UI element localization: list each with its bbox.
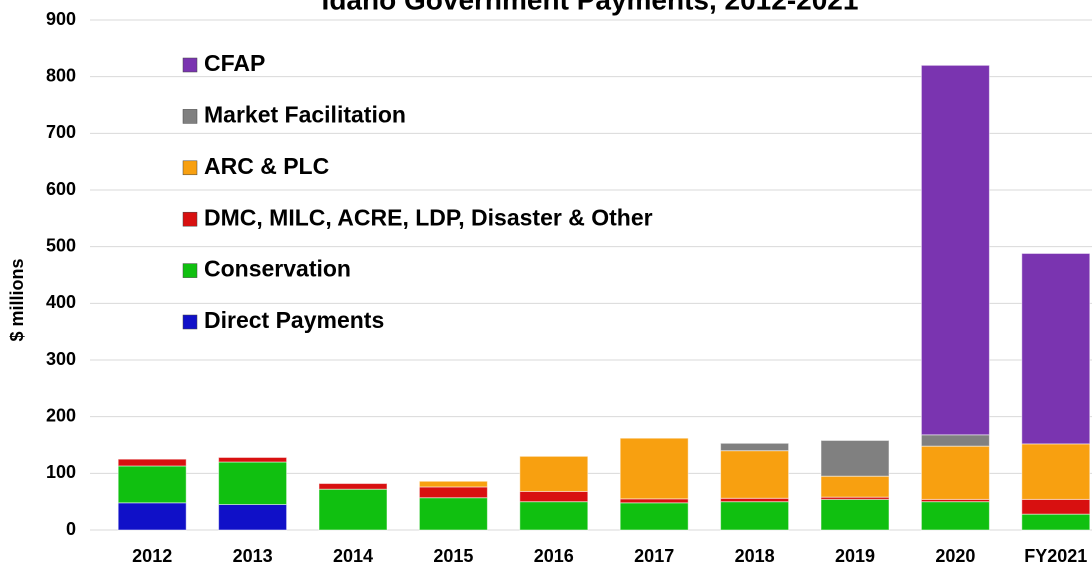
legend-swatch	[182, 263, 198, 278]
y-tick-label: 200	[46, 405, 76, 425]
bar-segment	[117, 458, 187, 467]
y-tick-label: 400	[46, 292, 76, 312]
bar-segment	[418, 497, 488, 531]
bar-segment	[619, 498, 689, 504]
x-tick-label: 2019	[835, 546, 875, 566]
bar-segment	[218, 504, 288, 531]
bar-segment	[519, 455, 589, 492]
y-tick-label: 700	[46, 122, 76, 142]
legend-label: ARC & PLC	[204, 153, 329, 179]
y-tick-label: 600	[46, 179, 76, 199]
x-tick-label: 2014	[333, 546, 373, 566]
x-tick-label: 2016	[534, 546, 574, 566]
x-tick-label: 2018	[735, 546, 775, 566]
bar-segment	[117, 465, 187, 504]
bar-segment	[920, 501, 990, 531]
bar-segment	[318, 483, 388, 490]
bar-segment	[519, 501, 589, 531]
bar-segment	[920, 445, 990, 500]
y-tick-label: 100	[46, 462, 76, 482]
bar-segment	[920, 64, 990, 436]
bar-segment	[619, 502, 689, 531]
bar-segment	[619, 437, 689, 500]
legend-swatch	[182, 314, 198, 330]
legend-label: Market Facilitation	[204, 101, 406, 127]
bar-segment	[418, 480, 488, 488]
bar-segment	[920, 434, 990, 447]
bar-segment	[820, 498, 890, 531]
bar-segment	[1021, 498, 1091, 515]
x-tick-label: 2015	[433, 546, 473, 566]
bar-segment	[1021, 443, 1091, 500]
y-tick-label: 800	[46, 65, 76, 85]
legend-swatch	[182, 160, 198, 176]
bar-segment	[1021, 513, 1091, 531]
legend-swatch	[182, 211, 198, 227]
x-tick-label: FY2021	[1024, 546, 1087, 566]
bar-segment	[519, 490, 589, 503]
x-tick-label: 2013	[233, 546, 273, 566]
bar-segment	[720, 501, 790, 531]
chart-title: Idaho Government Payments, 2012-2021	[322, 0, 859, 15]
bar-segment	[1021, 252, 1091, 445]
legend-label: Conservation	[204, 256, 351, 282]
y-tick-label: 900	[46, 9, 76, 29]
bar-segment	[720, 450, 790, 499]
x-tick-label: 2017	[634, 546, 674, 566]
bar-segment	[218, 461, 288, 505]
y-axis-label: $ millions	[7, 258, 27, 341]
y-tick-label: 300	[46, 349, 76, 369]
y-tick-label: 500	[46, 235, 76, 255]
legend-swatch	[182, 57, 198, 73]
bar-segment	[720, 497, 790, 503]
bar-segment	[820, 475, 890, 498]
x-tick-label: 2020	[935, 546, 975, 566]
legend-label: Direct Payments	[204, 307, 384, 333]
y-tick-label: 0	[66, 519, 76, 539]
legend-label: DMC, MILC, ACRE, LDP, Disaster & Other	[204, 204, 653, 230]
bar-segment	[318, 488, 388, 531]
bar-segment	[218, 456, 288, 463]
bar-segment	[820, 439, 890, 477]
bar-segment	[720, 442, 790, 452]
legend-swatch	[182, 109, 198, 124]
bar-segment	[117, 502, 187, 531]
legend-label: CFAP	[204, 50, 265, 76]
x-tick-label: 2012	[132, 546, 172, 566]
bar-segment	[418, 486, 488, 499]
